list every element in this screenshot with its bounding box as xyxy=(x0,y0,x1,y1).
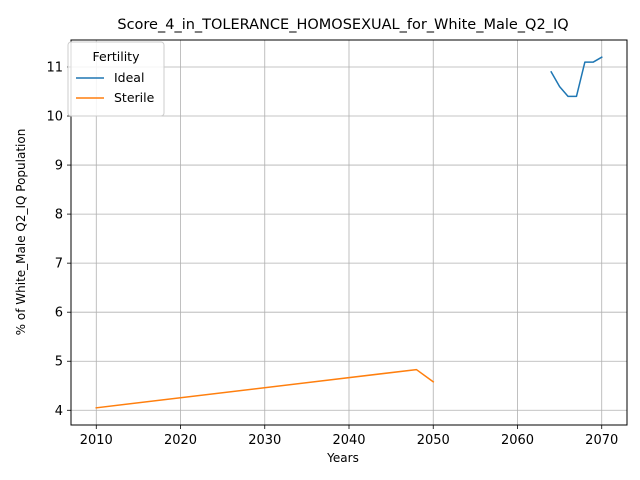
y-tick-label: 8 xyxy=(55,208,63,223)
x-axis-label: Years xyxy=(326,451,359,465)
y-tick-label: 7 xyxy=(55,257,63,272)
grid xyxy=(71,40,627,425)
legend-title: Fertility xyxy=(93,49,141,64)
y-tick-label: 9 xyxy=(55,159,63,174)
x-tick-label: 2050 xyxy=(417,433,450,448)
series-line-ideal xyxy=(550,56,603,98)
y-tick-label: 4 xyxy=(55,404,63,419)
x-tick-label: 2020 xyxy=(164,433,197,448)
x-tick-label: 2060 xyxy=(501,433,534,448)
x-tick-label: 2070 xyxy=(585,433,618,448)
series-line-sterile xyxy=(95,368,435,409)
x-tick-label: 2040 xyxy=(332,433,365,448)
y-axis: 4 5 6 7 8 9 10 11 xyxy=(46,60,71,419)
legend-label-ideal: Ideal xyxy=(114,70,144,85)
y-axis-label: % of White_Male Q2_IQ Population xyxy=(14,129,28,336)
y-tick-label: 5 xyxy=(55,355,63,370)
legend-label-sterile: Sterile xyxy=(114,90,155,105)
x-tick-label: 2030 xyxy=(248,433,281,448)
chart-title: Score_4_in_TOLERANCE_HOMOSEXUAL_for_Whit… xyxy=(117,17,568,33)
y-tick-label: 10 xyxy=(46,110,63,125)
y-tick-label: 11 xyxy=(46,60,63,75)
legend: Fertility Ideal Sterile xyxy=(67,41,165,117)
x-tick-label: 2010 xyxy=(80,433,113,448)
x-axis: 2010 2020 2030 2040 2050 2060 2070 xyxy=(80,425,618,448)
series-layer xyxy=(95,56,603,409)
y-tick-label: 6 xyxy=(55,306,63,321)
